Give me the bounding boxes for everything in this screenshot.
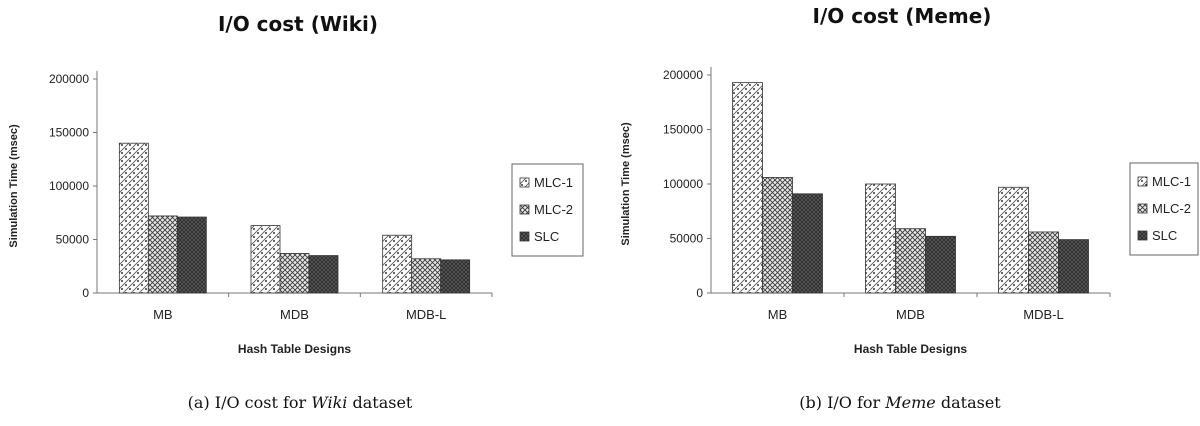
- y-tick-label: 100000: [663, 177, 703, 191]
- caption-emph: Wiki: [311, 393, 348, 412]
- legend: MLC-1 MLC-2 SLC: [1129, 162, 1199, 256]
- x-tick-label: MB: [153, 307, 173, 322]
- caption-wiki: (a) I/O cost for Wiki dataset: [0, 393, 600, 412]
- bar-mlc-2-mdb: [895, 228, 926, 294]
- bar-mlc-2-mb: [762, 177, 793, 294]
- chart-svg-wiki: I/O cost (Wiki) 0 50000 100000 150000 200000 S…: [8, 12, 584, 356]
- caption-emph: Meme: [885, 393, 936, 412]
- chart-title: I/O cost (Wiki): [218, 12, 378, 36]
- bar-mlc-1-mb: [118, 142, 149, 294]
- legend-swatch: [1137, 203, 1148, 214]
- x-tick-label: MDB-L: [1023, 307, 1063, 322]
- y-axis-label: Simulation Time (msec): [620, 122, 632, 246]
- chart-title: I/O cost (Meme): [813, 4, 992, 28]
- y-axis-label: Simulation Time (msec): [8, 124, 20, 248]
- bar-mlc-2-mdb: [279, 253, 310, 294]
- legend-label: SLC: [1152, 228, 1177, 243]
- y-tick-label: 0: [82, 286, 89, 300]
- y-tick-label: 100000: [49, 179, 89, 193]
- x-tick-label: MB: [768, 307, 788, 322]
- y-tick-label: 150000: [663, 123, 703, 137]
- y-tick-label: 50000: [56, 233, 90, 247]
- bar-mlc-1-mdb: [250, 225, 281, 294]
- legend-label: MLC-2: [534, 202, 573, 217]
- bar-slc-mb: [176, 216, 207, 294]
- legend-swatch: [519, 177, 530, 188]
- bar-mlc-2-mdb-l: [411, 258, 442, 294]
- legend-swatch: [1137, 230, 1148, 241]
- x-tick-label: MDB: [280, 307, 309, 322]
- bar-mlc-2-mdb-l: [1028, 231, 1059, 294]
- bar-mlc-1-mdb: [865, 183, 896, 294]
- chart-panel-meme: I/O cost (Meme) 0 50000 100000 150000 200000 S…: [600, 0, 1200, 426]
- y-tick-label: 150000: [49, 126, 89, 140]
- caption-prefix: (a) I/O cost for: [187, 393, 312, 412]
- y-tick-label: 200000: [49, 72, 89, 86]
- x-axis-label: Hash Table Designs: [238, 342, 351, 356]
- caption-suffix: dataset: [935, 393, 1001, 412]
- y-tick-label: 50000: [670, 232, 704, 246]
- chart-svg-meme: I/O cost (Meme) 0 50000 100000 150000 200000 S…: [620, 4, 1199, 356]
- x-tick-label: MDB: [896, 307, 925, 322]
- bar-slc-mdb: [925, 235, 956, 294]
- chart-panel-wiki: I/O cost (Wiki) 0 50000 100000 150000 200000 S…: [0, 12, 600, 412]
- bar-slc-mb: [792, 193, 823, 294]
- x-tick-label: MDB-L: [406, 307, 446, 322]
- legend-label: SLC: [534, 229, 559, 244]
- bar-slc-mdb: [308, 255, 339, 294]
- bar-mlc-1-mdb-l: [998, 186, 1029, 294]
- bar-slc-mdb-l: [440, 259, 471, 294]
- bar-mlc-1-mdb-l: [382, 234, 413, 294]
- legend-swatch: [519, 204, 530, 215]
- caption-meme: (b) I/O for Meme dataset: [600, 393, 1200, 412]
- bar-mlc-2-mb: [147, 215, 178, 294]
- legend-label: MLC-1: [1152, 174, 1191, 189]
- caption-prefix: (b) I/O for: [799, 393, 886, 412]
- legend-swatch: [1137, 176, 1148, 187]
- x-axis-label: Hash Table Designs: [854, 342, 967, 356]
- caption-suffix: dataset: [347, 393, 413, 412]
- legend: MLC-1 MLC-2 SLC: [511, 163, 584, 257]
- legend-label: MLC-1: [534, 175, 573, 190]
- y-tick-label: 0: [696, 286, 703, 300]
- bar-slc-mdb-l: [1058, 239, 1089, 294]
- legend-label: MLC-2: [1152, 201, 1191, 216]
- legend-swatch: [519, 231, 530, 242]
- bar-mlc-1-mb: [732, 82, 763, 294]
- y-tick-label: 200000: [663, 68, 703, 82]
